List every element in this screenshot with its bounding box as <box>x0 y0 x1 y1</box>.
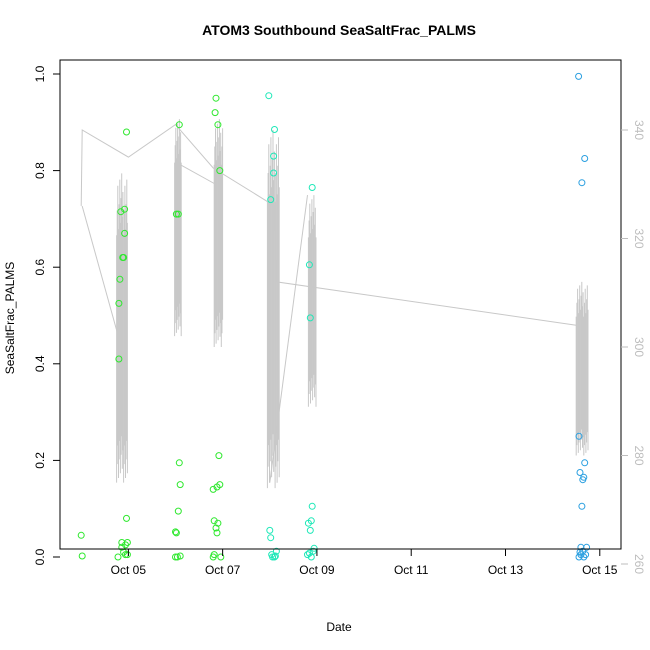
data-point <box>176 552 184 560</box>
y-axis: 0.0 0.2 0.4 0.6 0.8 1.0 <box>33 65 60 565</box>
data-point <box>216 481 224 489</box>
y-tick-label: 0.0 <box>33 548 47 565</box>
data-point <box>115 355 123 363</box>
secondary-line-segment <box>81 205 122 348</box>
data-point <box>172 210 180 218</box>
secondary-line-segment <box>176 162 216 185</box>
x-tick-label: Oct 11 <box>394 563 429 577</box>
x-tick-label: Oct 07 <box>205 563 241 577</box>
data-points <box>77 72 591 561</box>
secondary-line <box>80 123 577 326</box>
data-point <box>209 553 217 561</box>
x-tick-label: Oct 13 <box>488 563 524 577</box>
y-tick-label: 0.2 <box>33 452 47 469</box>
data-point <box>307 517 315 525</box>
data-point <box>212 524 220 532</box>
data-point <box>211 109 219 117</box>
y-tick-label: 0.4 <box>33 355 47 372</box>
data-point <box>271 552 279 560</box>
data-point <box>176 481 184 489</box>
data-point <box>172 529 180 537</box>
y2-tick-label: 260 <box>632 554 646 574</box>
data-point <box>270 152 278 160</box>
data-point <box>580 553 588 561</box>
data-point <box>267 196 275 204</box>
data-point <box>77 531 85 539</box>
x-tick-label: Oct 15 <box>582 563 618 577</box>
data-point <box>175 121 183 129</box>
y2-axis: 260 280 300 320 340 <box>621 120 646 574</box>
data-point <box>121 205 129 213</box>
data-point <box>121 229 129 237</box>
data-point <box>214 121 222 129</box>
y2-tick-label: 280 <box>632 445 646 465</box>
data-point <box>209 485 217 493</box>
data-point <box>116 275 124 283</box>
y2-tick-label: 300 <box>632 337 646 357</box>
y-tick-label: 0.8 <box>33 162 47 179</box>
x-axis-label: Date <box>326 620 352 634</box>
data-point <box>172 528 179 536</box>
data-point <box>270 169 278 177</box>
data-point <box>308 184 316 191</box>
x-tick-label: Oct 09 <box>299 563 335 577</box>
data-point <box>575 72 583 80</box>
data-point <box>78 552 86 560</box>
data-point <box>217 553 225 561</box>
y2-tick-label: 320 <box>632 228 646 248</box>
data-point <box>123 539 131 546</box>
data-point <box>213 529 221 537</box>
data-point <box>305 549 313 557</box>
data-point <box>306 314 314 322</box>
data-point <box>583 543 591 551</box>
data-point <box>214 519 222 527</box>
y-tick-label: 1.0 <box>33 65 47 82</box>
data-point <box>174 210 182 218</box>
data-point <box>271 553 278 561</box>
data-point <box>265 92 273 100</box>
data-point <box>118 543 126 551</box>
x-tick-label: Oct 05 <box>111 563 147 577</box>
data-point <box>305 261 313 269</box>
data-point <box>174 507 182 515</box>
data-point <box>310 544 318 552</box>
data-point <box>578 179 586 187</box>
data-point <box>175 459 183 467</box>
data-point <box>120 254 128 261</box>
data-point <box>123 514 130 522</box>
data-point <box>215 452 223 460</box>
y-tick-label: 0.6 <box>33 259 47 276</box>
data-point <box>578 502 586 510</box>
data-point <box>576 469 584 476</box>
data-point <box>115 299 123 307</box>
data-point <box>271 126 278 133</box>
data-point <box>580 473 588 481</box>
data-point <box>172 553 179 561</box>
data-point <box>267 534 275 542</box>
data-point <box>307 553 315 561</box>
data-point <box>306 526 314 534</box>
data-point <box>114 553 122 561</box>
data-point <box>575 432 583 440</box>
data-point <box>304 551 311 559</box>
x-axis: Oct 05 Oct 07 Oct 09 Oct 11 Oct 13 Oct 15 <box>111 549 618 577</box>
data-point <box>123 128 130 136</box>
data-point <box>581 155 589 162</box>
data-point <box>266 526 274 534</box>
chart-title: ATOM3 Southbound SeaSaltFrac_PALMS <box>202 22 476 38</box>
data-point <box>210 517 218 525</box>
data-point <box>212 94 220 102</box>
plot-frame <box>59 59 622 550</box>
y-axis-label: SeaSaltFrac_PALMS <box>3 262 17 375</box>
y2-tick-label: 340 <box>632 120 646 140</box>
data-point <box>581 459 589 467</box>
data-point <box>123 551 131 559</box>
data-point <box>216 167 224 175</box>
data-point <box>308 502 316 510</box>
secondary-line-layer <box>80 119 589 489</box>
